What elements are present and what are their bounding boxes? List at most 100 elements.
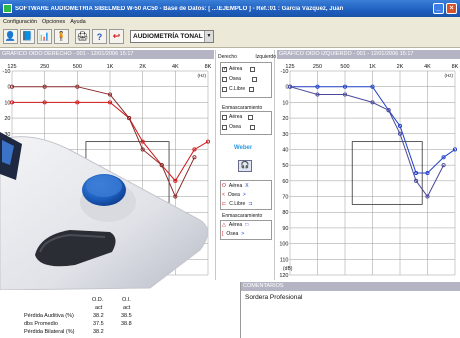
chevron-down-icon[interactable]: ▼ xyxy=(204,31,213,42)
x-tick-label: 250 xyxy=(40,64,49,70)
clibre-label: C.Libre xyxy=(229,86,246,92)
data-point xyxy=(42,84,47,89)
x-unit-label: (Hz) xyxy=(198,73,207,78)
legend-masking-title: Enmascaramiento xyxy=(222,213,263,219)
clibre-izquierdo-checkbox[interactable] xyxy=(249,86,255,92)
aerea-right-symbol: O xyxy=(222,183,226,189)
masking-aerea-izquierdo-checkbox[interactable] xyxy=(248,114,254,120)
od-act: act xyxy=(95,305,103,311)
data-point xyxy=(397,131,403,136)
person-button[interactable]: 👤 xyxy=(3,29,18,44)
y-tick-label: 30 xyxy=(282,132,288,138)
patient-button[interactable]: 🧍 xyxy=(54,29,69,44)
x-tick-label: 250 xyxy=(313,64,322,70)
legend-osea-label: Osea xyxy=(227,192,240,198)
x-unit-label: (Hz) xyxy=(445,73,454,78)
data-point xyxy=(370,84,375,89)
db-unit-label: (dB) xyxy=(283,266,293,272)
series-line xyxy=(290,86,456,174)
speech-banana-box xyxy=(85,141,170,205)
mask-aerea-left-symbol: □ xyxy=(245,222,249,228)
minimize-button[interactable]: _ xyxy=(433,3,444,14)
x-tick-label: 8K xyxy=(452,64,459,70)
x-tick-label: 2K xyxy=(397,64,404,70)
y-tick-label: 90 xyxy=(282,226,288,232)
y-tick-label: 40 xyxy=(4,147,10,153)
osea-izquierdo-checkbox[interactable] xyxy=(251,76,257,82)
masking-aerea-derecho-checkbox[interactable] xyxy=(222,114,227,120)
data-point xyxy=(9,84,15,89)
data-point xyxy=(75,100,80,105)
weber-button[interactable]: 🎧 xyxy=(238,160,252,172)
right-ear-audiogram[interactable]: 125 250 500 1K 2K 4K 8K (Hz) -10 0 10 20 30 40 50 60 70 8… xyxy=(0,59,214,281)
data-point xyxy=(315,92,320,97)
data-point xyxy=(315,84,320,89)
data-point xyxy=(287,84,293,89)
mode-select-value: AUDIOMETRÍA TONAL xyxy=(133,33,203,40)
data-point xyxy=(75,84,80,89)
y-tick-label: 100 xyxy=(1,242,10,248)
menu-ayuda[interactable]: Ayuda xyxy=(70,18,86,25)
person-icon: 👤 xyxy=(4,31,17,41)
conduction-box xyxy=(220,62,272,98)
x-tick-label: 1K xyxy=(369,64,376,70)
undo-button[interactable]: ↩ xyxy=(109,29,124,44)
chart-button[interactable]: 📊 xyxy=(37,29,52,44)
y-tick-label: 90 xyxy=(4,226,10,232)
mask-osea-right-symbol: [ xyxy=(222,231,224,237)
y-tick-label: 50 xyxy=(4,163,10,169)
x-tick-label: 125 xyxy=(285,64,294,70)
mask-osea-left-symbol: > xyxy=(241,231,245,237)
data-point xyxy=(386,108,391,113)
help-button[interactable]: ? xyxy=(92,29,107,44)
close-button[interactable]: × xyxy=(446,3,457,14)
masking-osea-label: Osea xyxy=(229,124,241,130)
y-tick-label: 120 xyxy=(1,273,10,279)
left-ear-audiogram[interactable]: 125 250 500 1K 2K 4K 8K (Hz) -10 0 10 20 30 40 50 60 70 8… xyxy=(277,59,460,281)
menu-opciones[interactable]: Opciones xyxy=(41,18,66,25)
y-tick-label: 10 xyxy=(4,100,10,106)
data-point xyxy=(42,100,47,105)
masking-osea-izquierdo-checkbox[interactable] xyxy=(249,124,255,130)
legend-mask-aerea-label: Aérea xyxy=(228,222,243,228)
x-tick-label: 125 xyxy=(7,64,16,70)
data-point xyxy=(370,100,375,105)
comments-panel: COMENTARIOS Sordera Profesional xyxy=(240,282,460,338)
aerea-label: Aérea xyxy=(229,66,243,72)
stat-oi-value: 38.5 xyxy=(121,313,132,319)
y-tick-label: 70 xyxy=(4,195,10,201)
masking-osea-derecho-checkbox[interactable] xyxy=(222,124,227,130)
toolbar: 👤 📘 📊 🧍 🖨 ? ↩ AUDIOMETRÍA TONAL ▼ xyxy=(0,26,460,48)
aerea-izquierdo-checkbox[interactable] xyxy=(250,66,256,72)
chart-icon: 📊 xyxy=(38,31,51,41)
osea-derecho-checkbox[interactable] xyxy=(222,76,227,82)
y-tick-label: 10 xyxy=(282,100,288,106)
data-point xyxy=(452,147,458,152)
speech-banana-box xyxy=(351,141,423,205)
mode-select[interactable]: AUDIOMETRÍA TONAL ▼ xyxy=(130,30,214,43)
y-tick-label: 40 xyxy=(282,147,288,153)
comments-text[interactable]: Sordera Profesional xyxy=(245,294,303,301)
legend-mask-osea-label: Osea xyxy=(226,231,239,237)
x-tick-label: 8K xyxy=(205,64,212,70)
print-preview-button[interactable]: 🖨 xyxy=(75,29,90,44)
y-tick-label: 0 xyxy=(285,85,288,91)
y-tick-label: 110 xyxy=(2,257,11,263)
window-title-bar: SOFTWARE AUDIOMETRIA SIBELMED W-50 AC50 … xyxy=(0,0,460,17)
legend-clibre-label: C.Libre xyxy=(229,201,246,207)
stat-label: dbs Promedio xyxy=(24,321,58,327)
data-point xyxy=(107,100,113,105)
y-tick-label: 110 xyxy=(280,257,289,263)
menu-configuracion[interactable]: Configuración xyxy=(3,18,37,25)
x-tick-label: 1K xyxy=(107,64,114,70)
y-tick-label: 60 xyxy=(282,179,288,185)
data-point xyxy=(414,170,419,176)
data-point xyxy=(107,92,113,97)
x-tick-label: 4K xyxy=(424,64,431,70)
y-tick-label: 50 xyxy=(282,163,288,169)
legend-box xyxy=(220,180,272,210)
right-graph-title: GRÁFICO OIDO IZQUIERDO - 001 - 12/01/200… xyxy=(277,50,460,59)
aerea-derecho-checkbox[interactable] xyxy=(222,66,227,72)
book-button[interactable]: 📘 xyxy=(20,29,35,44)
clibre-derecho-checkbox[interactable] xyxy=(222,86,227,92)
